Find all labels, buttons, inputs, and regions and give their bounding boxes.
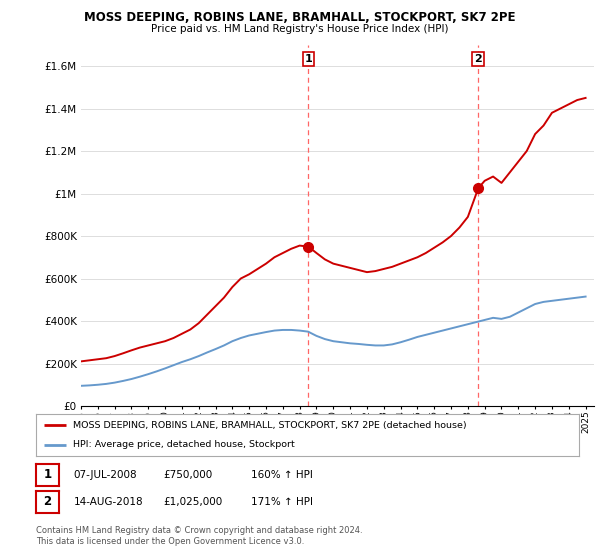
Text: 07-JUL-2008: 07-JUL-2008 [74,470,137,480]
Text: 171% ↑ HPI: 171% ↑ HPI [251,497,313,507]
Text: Price paid vs. HM Land Registry's House Price Index (HPI): Price paid vs. HM Land Registry's House … [151,24,449,34]
Text: 1: 1 [305,54,312,64]
Text: £1,025,000: £1,025,000 [164,497,223,507]
Text: 2: 2 [475,54,482,64]
Text: MOSS DEEPING, ROBINS LANE, BRAMHALL, STOCKPORT, SK7 2PE (detached house): MOSS DEEPING, ROBINS LANE, BRAMHALL, STO… [73,421,467,430]
Text: £750,000: £750,000 [164,470,213,480]
Text: 2: 2 [43,495,52,508]
Text: 160% ↑ HPI: 160% ↑ HPI [251,470,313,480]
Text: HPI: Average price, detached house, Stockport: HPI: Average price, detached house, Stoc… [73,440,295,450]
Text: MOSS DEEPING, ROBINS LANE, BRAMHALL, STOCKPORT, SK7 2PE: MOSS DEEPING, ROBINS LANE, BRAMHALL, STO… [84,11,516,24]
Text: 14-AUG-2018: 14-AUG-2018 [74,497,143,507]
Text: Contains HM Land Registry data © Crown copyright and database right 2024.
This d: Contains HM Land Registry data © Crown c… [36,526,362,546]
Text: 1: 1 [43,468,52,482]
